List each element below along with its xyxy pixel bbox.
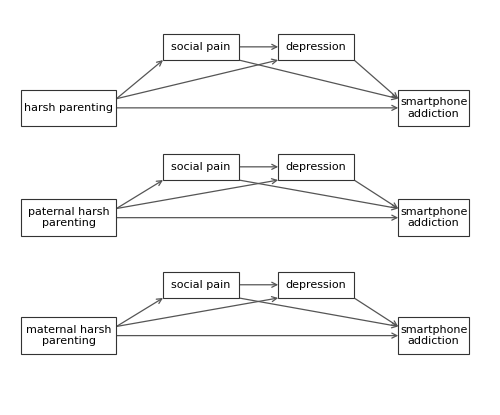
Text: depression: depression (286, 280, 346, 290)
Text: depression: depression (286, 42, 346, 52)
FancyBboxPatch shape (398, 317, 469, 354)
Text: harsh parenting: harsh parenting (24, 103, 113, 113)
FancyBboxPatch shape (278, 271, 354, 298)
FancyBboxPatch shape (278, 154, 354, 180)
FancyBboxPatch shape (398, 199, 469, 236)
FancyBboxPatch shape (163, 271, 239, 298)
FancyBboxPatch shape (278, 34, 354, 60)
FancyBboxPatch shape (21, 317, 116, 354)
Text: paternal harsh
parenting: paternal harsh parenting (28, 207, 110, 229)
FancyBboxPatch shape (163, 34, 239, 60)
Text: social pain: social pain (172, 162, 230, 172)
FancyBboxPatch shape (21, 90, 116, 126)
Text: social pain: social pain (172, 280, 230, 290)
Text: smartphone
addiction: smartphone addiction (400, 97, 468, 119)
FancyBboxPatch shape (398, 90, 469, 126)
Text: maternal harsh
parenting: maternal harsh parenting (26, 325, 112, 347)
Text: social pain: social pain (172, 42, 230, 52)
Text: smartphone
addiction: smartphone addiction (400, 325, 468, 347)
Text: smartphone
addiction: smartphone addiction (400, 207, 468, 229)
FancyBboxPatch shape (21, 199, 116, 236)
Text: depression: depression (286, 162, 346, 172)
FancyBboxPatch shape (163, 154, 239, 180)
